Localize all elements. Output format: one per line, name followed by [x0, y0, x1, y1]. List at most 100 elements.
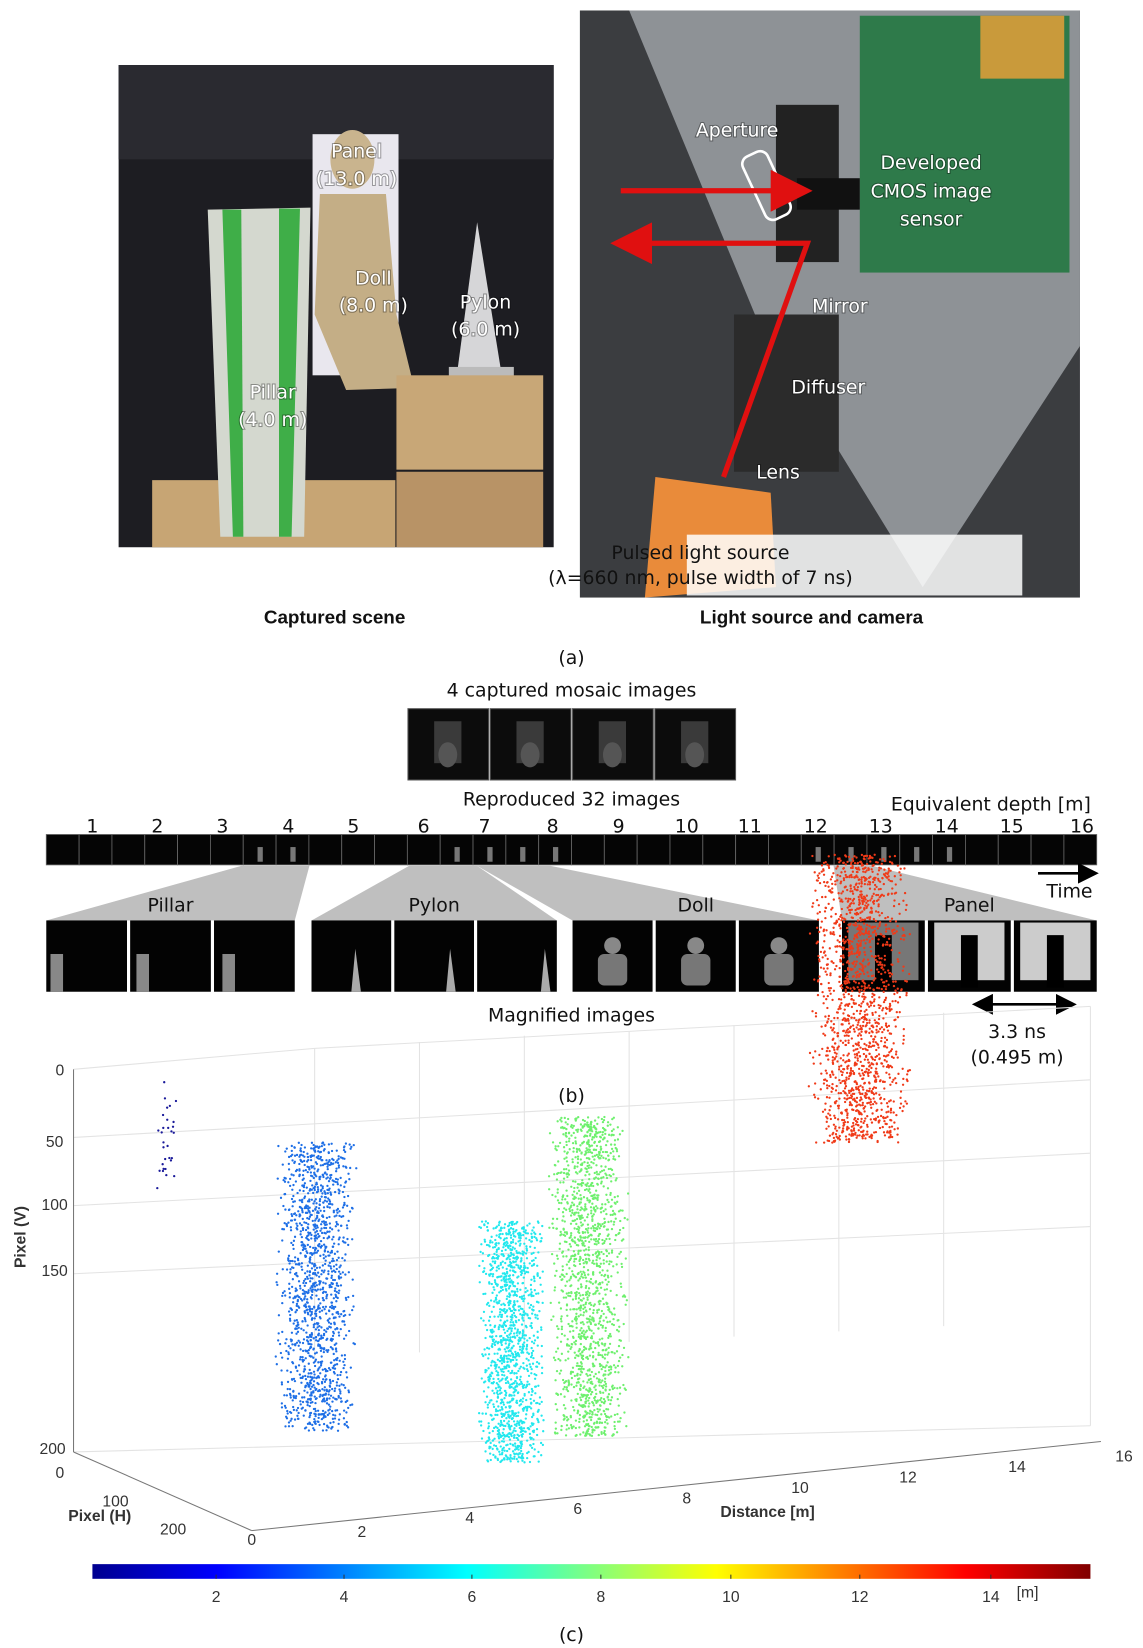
- point-cloud-dot: [883, 1098, 885, 1100]
- point-cloud-dot: [503, 1404, 505, 1406]
- point-cloud-dot: [328, 1284, 330, 1286]
- point-cloud-dot: [897, 1127, 899, 1129]
- point-cloud-dot: [599, 1233, 601, 1235]
- point-cloud-dot: [299, 1358, 301, 1360]
- point-cloud-dot: [338, 1423, 340, 1425]
- point-cloud-dot: [598, 1303, 600, 1305]
- point-cloud-dot: [609, 1194, 611, 1196]
- point-cloud-dot: [301, 1320, 303, 1322]
- point-cloud-dot: [578, 1350, 580, 1352]
- point-cloud-dot: [329, 1227, 331, 1229]
- point-cloud-dot: [339, 1390, 341, 1392]
- point-cloud-dot: [480, 1227, 482, 1229]
- point-cloud-dot: [574, 1140, 576, 1142]
- point-cloud-dot: [330, 1193, 332, 1195]
- point-cloud-dot: [618, 1326, 620, 1328]
- point-cloud-dot: [318, 1235, 320, 1237]
- point-cloud-dot: [599, 1320, 601, 1322]
- point-cloud-dot: [605, 1194, 607, 1196]
- point-cloud-dot: [579, 1256, 581, 1258]
- point-cloud-dot: [297, 1412, 299, 1414]
- point-cloud-dot: [526, 1409, 528, 1411]
- point-cloud-dot: [602, 1366, 604, 1368]
- point-cloud-dot: [605, 1419, 607, 1421]
- point-cloud-dot: [618, 1360, 620, 1362]
- point-cloud-dot: [308, 1363, 310, 1365]
- point-cloud-dot: [321, 1192, 323, 1194]
- point-cloud-dot: [517, 1265, 519, 1267]
- point-cloud-dot: [859, 917, 861, 919]
- point-cloud-dot: [325, 1295, 327, 1297]
- point-cloud-dot: [336, 1150, 338, 1152]
- point-cloud-dot: [501, 1374, 503, 1376]
- point-cloud-dot: [839, 1082, 841, 1084]
- point-cloud-dot: [590, 1166, 592, 1168]
- point-cloud-dot: [587, 1399, 589, 1401]
- point-cloud-dot: [586, 1229, 588, 1231]
- point-cloud-dot: [613, 1223, 615, 1225]
- point-cloud-dot: [514, 1230, 516, 1232]
- point-cloud-dot: [330, 1174, 332, 1176]
- point-cloud-dot: [829, 947, 831, 949]
- point-cloud-dot: [577, 1381, 579, 1383]
- point-cloud-dot: [297, 1407, 299, 1409]
- point-cloud-dot: [338, 1289, 340, 1291]
- point-cloud-dot: [523, 1408, 525, 1410]
- point-cloud-dot: [294, 1273, 296, 1275]
- point-cloud-dot: [504, 1284, 506, 1286]
- point-cloud-dot: [312, 1247, 314, 1249]
- point-cloud-dot: [562, 1379, 564, 1381]
- point-cloud-dot: [834, 854, 836, 856]
- point-cloud-dot: [292, 1184, 294, 1186]
- point-cloud-dot: [585, 1276, 587, 1278]
- point-cloud-dot: [577, 1244, 579, 1246]
- point-cloud-dot: [316, 1145, 318, 1147]
- point-cloud-dot: [491, 1336, 493, 1338]
- point-cloud-dot: [588, 1254, 590, 1256]
- point-cloud-dot: [496, 1226, 498, 1228]
- point-cloud-dot: [523, 1393, 525, 1395]
- point-cloud-dot: [619, 1393, 621, 1395]
- point-cloud-dot: [580, 1385, 582, 1387]
- point-cloud-dot: [604, 1426, 606, 1428]
- point-cloud-dot: [536, 1314, 538, 1316]
- point-cloud-dot: [823, 881, 825, 883]
- point-cloud-dot: [507, 1350, 509, 1352]
- point-cloud-dot: [304, 1146, 306, 1148]
- point-cloud-dot: [531, 1447, 533, 1449]
- point-cloud-dot: [324, 1411, 326, 1413]
- point-cloud-dot: [313, 1347, 315, 1349]
- point-cloud-dot: [833, 1023, 835, 1025]
- point-cloud-dot: [866, 1068, 868, 1070]
- point-cloud-dot: [334, 1417, 336, 1419]
- point-cloud-dot: [521, 1323, 523, 1325]
- point-cloud-dot: [513, 1427, 515, 1429]
- point-cloud-dot: [512, 1246, 514, 1248]
- point-cloud-dot: [312, 1283, 314, 1285]
- point-cloud-dot: [891, 1081, 893, 1083]
- point-cloud-dot: [512, 1450, 514, 1452]
- point-cloud-dot: [501, 1449, 503, 1451]
- point-cloud-dot: [297, 1321, 299, 1323]
- point-cloud-dot: [325, 1297, 327, 1299]
- point-cloud-dot: [497, 1430, 499, 1432]
- point-cloud-dot: [533, 1431, 535, 1433]
- point-cloud-dot: [521, 1400, 523, 1402]
- point-cloud-dot: [326, 1189, 328, 1191]
- point-cloud-dot: [340, 1225, 342, 1227]
- point-cloud-dot: [312, 1187, 314, 1189]
- point-cloud-dot: [316, 1267, 318, 1269]
- point-cloud-dot: [336, 1159, 338, 1161]
- point-cloud-dot: [617, 1126, 619, 1128]
- point-cloud-dot: [534, 1316, 536, 1318]
- point-cloud-dot: [852, 924, 854, 926]
- point-cloud-dot: [597, 1225, 599, 1227]
- point-cloud-dot: [604, 1421, 606, 1423]
- point-cloud-dot: [332, 1348, 334, 1350]
- point-cloud-dot: [306, 1153, 308, 1155]
- point-cloud-dot: [500, 1279, 502, 1281]
- point-cloud-dot: [563, 1146, 565, 1148]
- point-cloud-dot: [287, 1388, 289, 1390]
- point-cloud-dot: [831, 999, 833, 1001]
- point-cloud-dot: [281, 1383, 283, 1385]
